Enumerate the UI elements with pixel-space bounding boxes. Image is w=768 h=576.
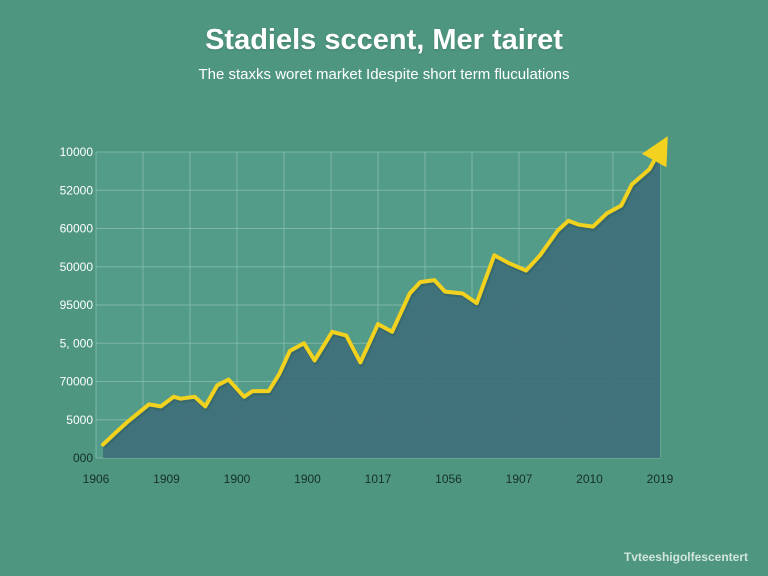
- data-point: [475, 301, 478, 305]
- data-point: [101, 443, 105, 446]
- y-tick-label: 000: [73, 451, 93, 465]
- y-tick-label: 60000: [60, 222, 94, 236]
- y-tick-label: 52000: [60, 183, 94, 197]
- data-point: [278, 372, 281, 376]
- data-point: [648, 168, 651, 171]
- data-point: [538, 254, 542, 257]
- data-point: [390, 330, 394, 333]
- x-tick-label: 1906: [83, 472, 110, 486]
- watermark-text: Tvteeshigolfescentert: [623, 550, 748, 564]
- y-axis-ticks: 000 5000 70000 5, 000 95000 50000 60000 52000 10…: [60, 145, 94, 465]
- data-point: [359, 361, 362, 364]
- data-point: [147, 403, 151, 406]
- data-point: [216, 384, 219, 387]
- y-tick-label: 5000: [66, 413, 93, 427]
- y-tick-label: 50000: [60, 260, 94, 274]
- data-point: [658, 148, 662, 152]
- chart-subtitle: The staxks woret market Idespite short t…: [198, 66, 570, 83]
- data-point: [433, 278, 436, 282]
- data-point: [556, 229, 559, 232]
- data-point: [313, 359, 316, 362]
- data-point: [251, 389, 254, 393]
- x-tick-label: 1907: [506, 472, 533, 486]
- x-tick-label: 1900: [294, 472, 321, 486]
- x-tick-label: 2010: [576, 472, 603, 486]
- data-point: [408, 292, 411, 295]
- y-tick-label: 5, 000: [60, 336, 94, 350]
- x-tick-label: 2019: [647, 472, 674, 486]
- data-point: [577, 223, 581, 226]
- data-point: [227, 378, 230, 381]
- data-point: [605, 212, 609, 215]
- data-point: [204, 405, 207, 408]
- data-point: [443, 290, 447, 293]
- data-point: [242, 395, 246, 398]
- data-point: [288, 349, 292, 353]
- data-point: [133, 414, 136, 418]
- data-point: [345, 334, 348, 337]
- data-point: [331, 330, 334, 333]
- data-point: [193, 395, 196, 398]
- x-tick-label: 1909: [153, 472, 180, 486]
- data-point: [567, 219, 570, 222]
- data-point: [126, 420, 129, 423]
- data-point: [630, 183, 633, 186]
- x-axis-ticks: 1906 1909 1900 1900 1017 1056 1907 2010 2019: [83, 472, 674, 486]
- x-tick-label: 1017: [365, 472, 392, 486]
- data-point: [267, 389, 270, 393]
- data-point: [159, 405, 163, 408]
- y-tick-label: 10000: [60, 145, 94, 159]
- y-tick-label: 95000: [60, 298, 94, 312]
- data-point: [524, 269, 528, 272]
- data-point: [620, 204, 623, 207]
- data-point: [172, 395, 175, 398]
- data-point: [461, 292, 464, 295]
- data-point: [507, 261, 510, 265]
- series-line-layer: [101, 136, 668, 449]
- series-area-layer: [103, 150, 660, 458]
- x-tick-label: 1900: [224, 472, 251, 486]
- series-area: [103, 150, 660, 458]
- data-point: [591, 225, 595, 228]
- y-tick-label: 70000: [60, 375, 94, 389]
- data-point: [376, 322, 380, 326]
- chart-title: Stadiels sccent, Mer tairet: [205, 24, 563, 56]
- data-point: [116, 430, 119, 433]
- data-point: [419, 280, 422, 284]
- data-point: [179, 397, 182, 400]
- data-point: [493, 254, 496, 257]
- x-tick-label: 1056: [435, 472, 462, 486]
- data-point: [302, 342, 306, 345]
